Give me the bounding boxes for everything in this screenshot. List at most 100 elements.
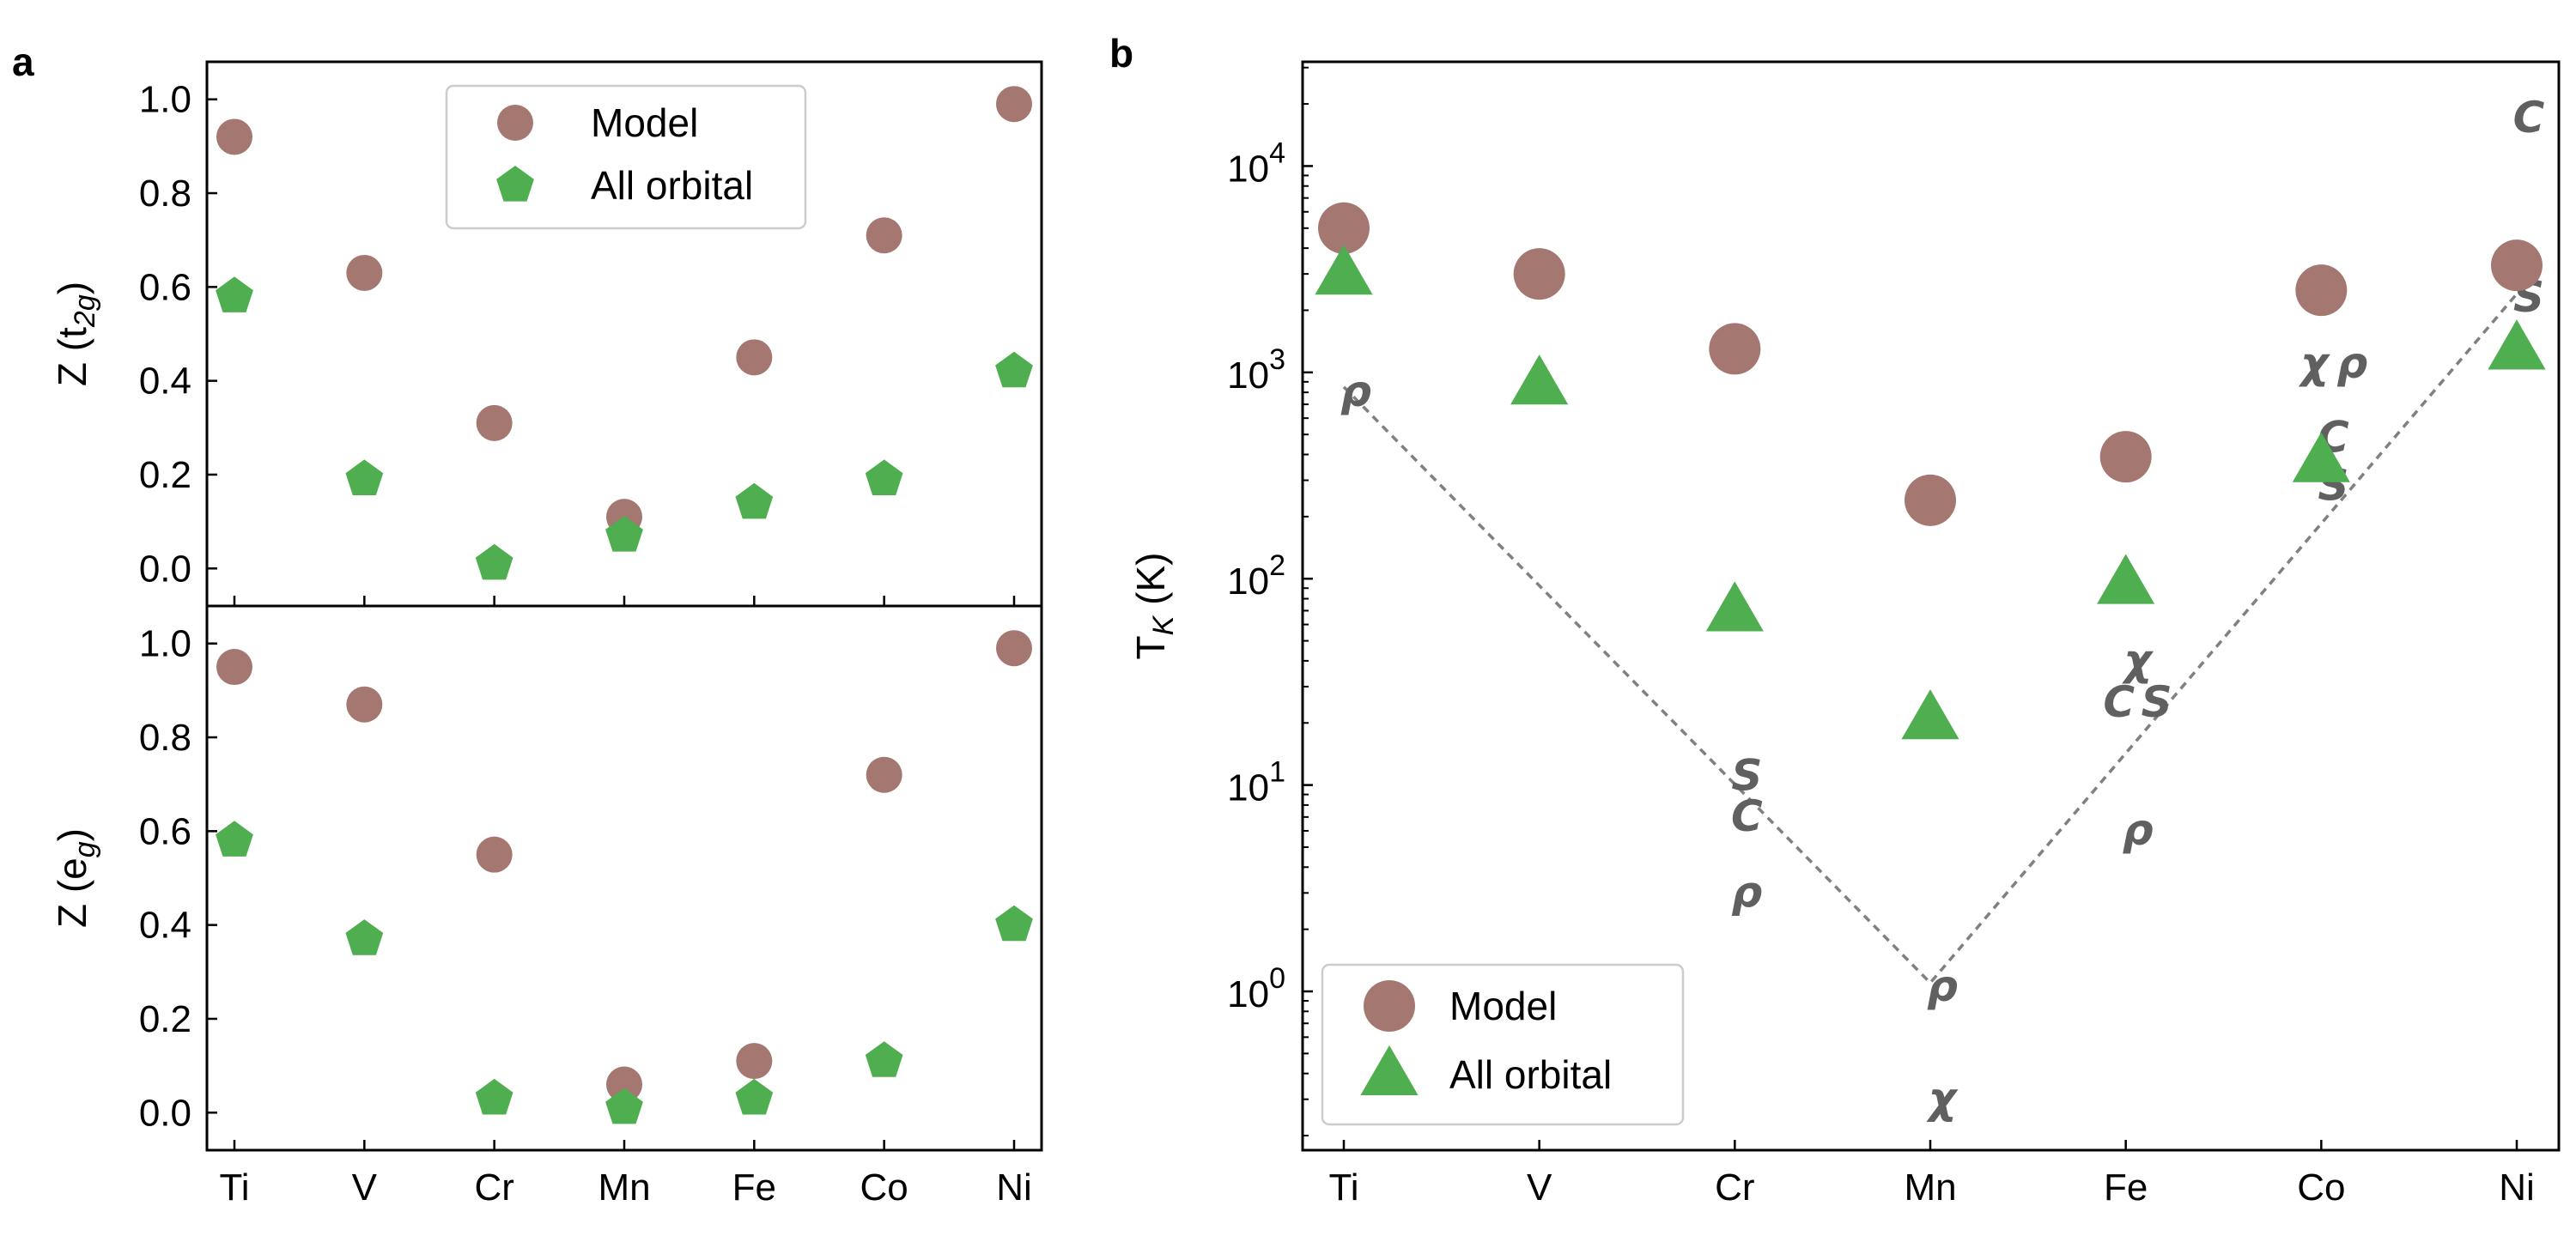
data-point-all-orbital: [605, 1088, 643, 1124]
y-axis-label: Z (t2g): [50, 282, 101, 386]
data-point-model: [736, 339, 773, 376]
data-point-all-orbital: [475, 543, 513, 580]
experimental-label: C: [1731, 791, 1763, 841]
data-point-all-orbital: [1705, 581, 1764, 632]
y-tick-label: 0.2: [139, 998, 191, 1040]
x-tick-label: Co: [2297, 1166, 2345, 1209]
data-point-model: [996, 630, 1032, 667]
y-axis-label: TK (K): [1128, 553, 1180, 660]
data-point-all-orbital: [865, 459, 903, 495]
data-point-model: [216, 649, 252, 686]
x-tick-label: V: [352, 1166, 378, 1209]
x-tick-label: Mn: [1904, 1166, 1956, 1209]
y-tick-label: 0.6: [139, 810, 191, 852]
data-point-all-orbital: [605, 516, 643, 552]
x-tick-label: Cr: [474, 1166, 513, 1209]
guide-line: [1342, 293, 2518, 985]
data-point-model: [866, 756, 902, 793]
y-axis-label: Z (eg): [50, 828, 101, 928]
y-tick-label: 101: [1227, 756, 1285, 809]
panel-label-a: a: [12, 39, 34, 84]
x-tick-label: Ni: [2499, 1166, 2535, 1209]
experimental-label: ρ: [1731, 867, 1762, 917]
data-point-model: [1709, 323, 1761, 375]
experimental-label: χ: [2298, 338, 2330, 388]
y-tick-label: 104: [1227, 136, 1285, 190]
y-tick-label: 103: [1227, 343, 1285, 397]
data-point-all-orbital: [2292, 432, 2350, 482]
y-tick-label: 0.8: [139, 717, 191, 759]
data-point-all-orbital: [1315, 245, 1373, 295]
data-point-all-orbital: [1510, 354, 1569, 405]
experimental-label: ρ: [1340, 367, 1371, 416]
data-point-model: [2099, 431, 2152, 483]
y-tick-label: 102: [1227, 549, 1285, 603]
legend-frame: [445, 84, 807, 230]
experimental-label: S: [2142, 677, 2172, 727]
x-tick-label: Ti: [1328, 1166, 1358, 1209]
data-point-all-orbital: [735, 482, 774, 519]
data-point-model: [866, 217, 902, 254]
y-tick-label: 1.0: [139, 623, 191, 665]
experimental-label: χ: [2122, 635, 2154, 685]
data-point-all-orbital: [475, 1078, 513, 1115]
panel-a-top: 0.0 0.2 0.4 0.6 0.8 1.0 Z (t2g) Model All orbita…: [50, 60, 1043, 608]
y-tick-label: 0.0: [139, 548, 191, 590]
y-tick-label: 0.0: [139, 1092, 191, 1134]
x-tick-label: Mn: [598, 1166, 650, 1209]
data-point-all-orbital: [345, 919, 384, 955]
x-tick-label: Fe: [732, 1166, 776, 1209]
y-tick-label: 0.2: [139, 454, 191, 496]
data-point-model: [2491, 239, 2543, 292]
y-tick-label: 0.4: [139, 905, 191, 947]
data-point-model: [996, 86, 1032, 123]
experimental-label: ρ: [2123, 805, 2154, 855]
experimental-label: S: [1731, 751, 1762, 801]
legend-marker: [496, 166, 534, 202]
x-tick-label: V: [1527, 1166, 1552, 1209]
x-tick-label: Ni: [996, 1166, 1032, 1209]
x-tick-label: Fe: [2104, 1166, 2148, 1209]
data-point-model: [1318, 202, 1370, 254]
data-point-all-orbital: [216, 276, 253, 312]
data-point-model: [216, 118, 252, 155]
experimental-label: C: [2513, 93, 2545, 142]
data-point-model: [476, 836, 513, 873]
legend-label: Model: [591, 100, 698, 145]
legend-label: Model: [1449, 984, 1557, 1028]
y-tick-label: 100: [1227, 962, 1285, 1015]
experimental-label: C: [2103, 677, 2135, 727]
panel-label-b: b: [1109, 31, 1133, 76]
data-point-model: [346, 254, 383, 291]
legend-marker: [1360, 1045, 1419, 1095]
data-point-model: [346, 686, 383, 723]
data-point-model: [606, 1066, 642, 1103]
experimental-label: ρ: [2336, 338, 2367, 388]
y-tick-label: 1.0: [139, 79, 191, 121]
data-point-model: [736, 1043, 773, 1080]
legend-marker: [497, 105, 533, 141]
experimental-label: ρ: [1927, 961, 1958, 1011]
data-point-all-orbital: [2488, 319, 2546, 370]
data-point-model: [476, 404, 513, 441]
data-point-all-orbital: [995, 351, 1033, 388]
data-point-model: [1513, 248, 1565, 300]
data-point-all-orbital: [1901, 689, 1959, 740]
data-point-all-orbital: [345, 459, 384, 495]
y-tick-label: 0.6: [139, 266, 191, 308]
y-tick-label: 0.4: [139, 360, 191, 403]
data-point-all-orbital: [865, 1041, 903, 1077]
legend: Model All orbital: [1321, 963, 1685, 1126]
experimental-label: χ: [1926, 1074, 1959, 1124]
x-tick-label: Cr: [1715, 1166, 1754, 1209]
x-tick-label: Ti: [219, 1166, 249, 1209]
legend-label: All orbital: [591, 163, 753, 208]
data-point-all-orbital: [995, 905, 1033, 942]
data-point-all-orbital: [2097, 554, 2155, 604]
legend-marker: [1364, 980, 1415, 1032]
panel-a-bottom: 0.0 0.2 0.4 0.6 0.8 1.0 Ti V Cr Mn Fe Co Ni Z (eg): [50, 604, 1043, 1209]
data-point-model: [1905, 474, 1956, 526]
legend: Model All orbital: [445, 84, 807, 230]
